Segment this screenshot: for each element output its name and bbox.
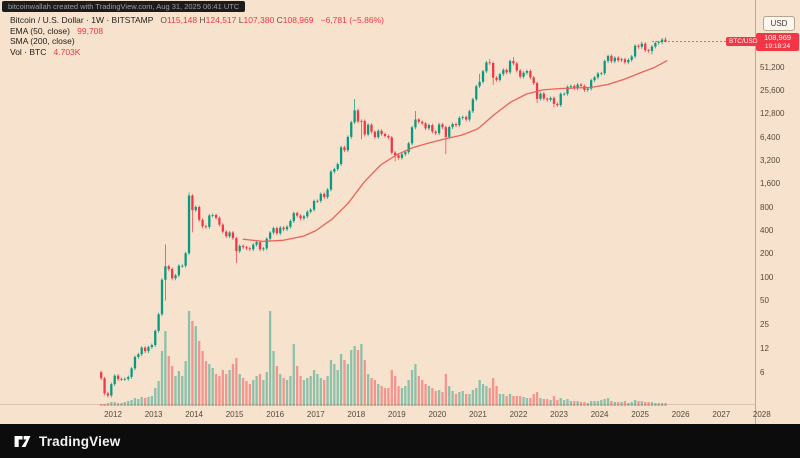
price-chart-canvas[interactable] xyxy=(0,0,800,424)
ohlc-low-label: L xyxy=(238,15,244,25)
price-tick-label: 400 xyxy=(760,226,774,236)
chart-legend: Bitcoin / U.S. Dollar · 1W · BITSTAMP O1… xyxy=(10,15,384,57)
price-tick-label: 12 xyxy=(760,344,769,354)
price-tick-label: 200 xyxy=(760,249,774,259)
price-tick-label: 25,600 xyxy=(760,85,785,95)
price-axis[interactable]: 51,200 25,600 12,800 6,400 3,200 1,600 800 400 2… xyxy=(755,0,800,424)
price-tick-label: 25 xyxy=(760,319,769,329)
price-tick-label: 800 xyxy=(760,202,774,212)
year-tick-label: 2028 xyxy=(752,410,771,419)
price-tick-label: 51,200 xyxy=(760,62,785,72)
last-price-value: 108,969 xyxy=(763,33,792,42)
volume-label: Vol · BTC xyxy=(10,46,47,57)
change-value: −6,781 (−5.86%) xyxy=(320,15,384,25)
ema-label: EMA (50, close) xyxy=(10,25,70,36)
ohlc-high-label: H xyxy=(199,15,206,25)
ema-legend-row[interactable]: EMA (50, close) 99,708 xyxy=(10,26,384,37)
year-tick-label: 2021 xyxy=(468,410,487,419)
currency-toggle-button[interactable]: USD xyxy=(763,16,795,31)
ohlc-open-label: O xyxy=(160,15,168,25)
tradingview-logo-icon[interactable] xyxy=(13,432,32,451)
ohlc-high-value: 124,517 xyxy=(205,15,237,25)
sma-legend-row[interactable]: SMA (200, close) xyxy=(10,36,384,47)
year-tick-label: 2017 xyxy=(306,410,325,419)
tradingview-brand-text[interactable]: TradingView xyxy=(39,433,121,449)
bar-countdown: 19:18:24 xyxy=(764,42,791,50)
symbol-title[interactable]: Bitcoin / U.S. Dollar · 1W · BITSTAMP xyxy=(10,15,154,25)
price-line-symbol-label: BTC/USD xyxy=(726,37,761,46)
year-tick-label: 2027 xyxy=(712,410,731,419)
price-tick-label: 1,600 xyxy=(760,179,781,189)
price-tick-label: 50 xyxy=(760,296,769,306)
ohlc-open-value: 115,148 xyxy=(167,15,198,25)
year-tick-label: 2025 xyxy=(631,410,649,419)
year-tick-label: 2014 xyxy=(185,410,203,419)
time-axis[interactable]: 2012 2013 2014 2015 2016 2017 2018 2019 2020 2021… xyxy=(0,404,771,425)
year-tick-label: 2026 xyxy=(671,410,690,419)
year-tick-label: 2012 xyxy=(104,410,122,419)
year-tick-label: 2022 xyxy=(509,410,528,419)
volume-value: 4.703K xyxy=(53,46,81,57)
footer-bar: TradingView xyxy=(0,424,800,458)
ohlc-close-label: C xyxy=(276,15,283,25)
year-tick-label: 2016 xyxy=(266,410,285,419)
price-tick-label: 6,400 xyxy=(760,132,781,142)
price-tick-label: 3,200 xyxy=(760,156,781,165)
ema-value: 99,708 xyxy=(77,25,104,36)
price-tick-label: 100 xyxy=(760,272,774,282)
year-tick-label: 2024 xyxy=(590,410,609,419)
share-watermark: bitcoinwallah created with TradingView.c… xyxy=(2,1,246,12)
year-tick-label: 2015 xyxy=(225,410,244,419)
year-tick-label: 2020 xyxy=(428,410,447,419)
ohlc-close-value: 108,969 xyxy=(282,15,314,25)
year-tick-label: 2018 xyxy=(347,410,366,419)
symbol-legend-row[interactable]: Bitcoin / U.S. Dollar · 1W · BITSTAMP O1… xyxy=(10,15,384,26)
year-tick-label: 2013 xyxy=(144,410,163,419)
last-price-badge: 108,969 19:18:24 xyxy=(756,33,799,51)
ohlc-low-value: 107,380 xyxy=(243,15,275,25)
volume-legend-row[interactable]: Vol · BTC 4.703K xyxy=(10,47,384,58)
sma-label: SMA (200, close) xyxy=(10,36,75,46)
year-tick-label: 2019 xyxy=(387,410,406,419)
year-tick-label: 2023 xyxy=(550,410,568,419)
price-tick-label: 6 xyxy=(760,367,765,377)
price-tick-label: 12,800 xyxy=(760,109,785,119)
